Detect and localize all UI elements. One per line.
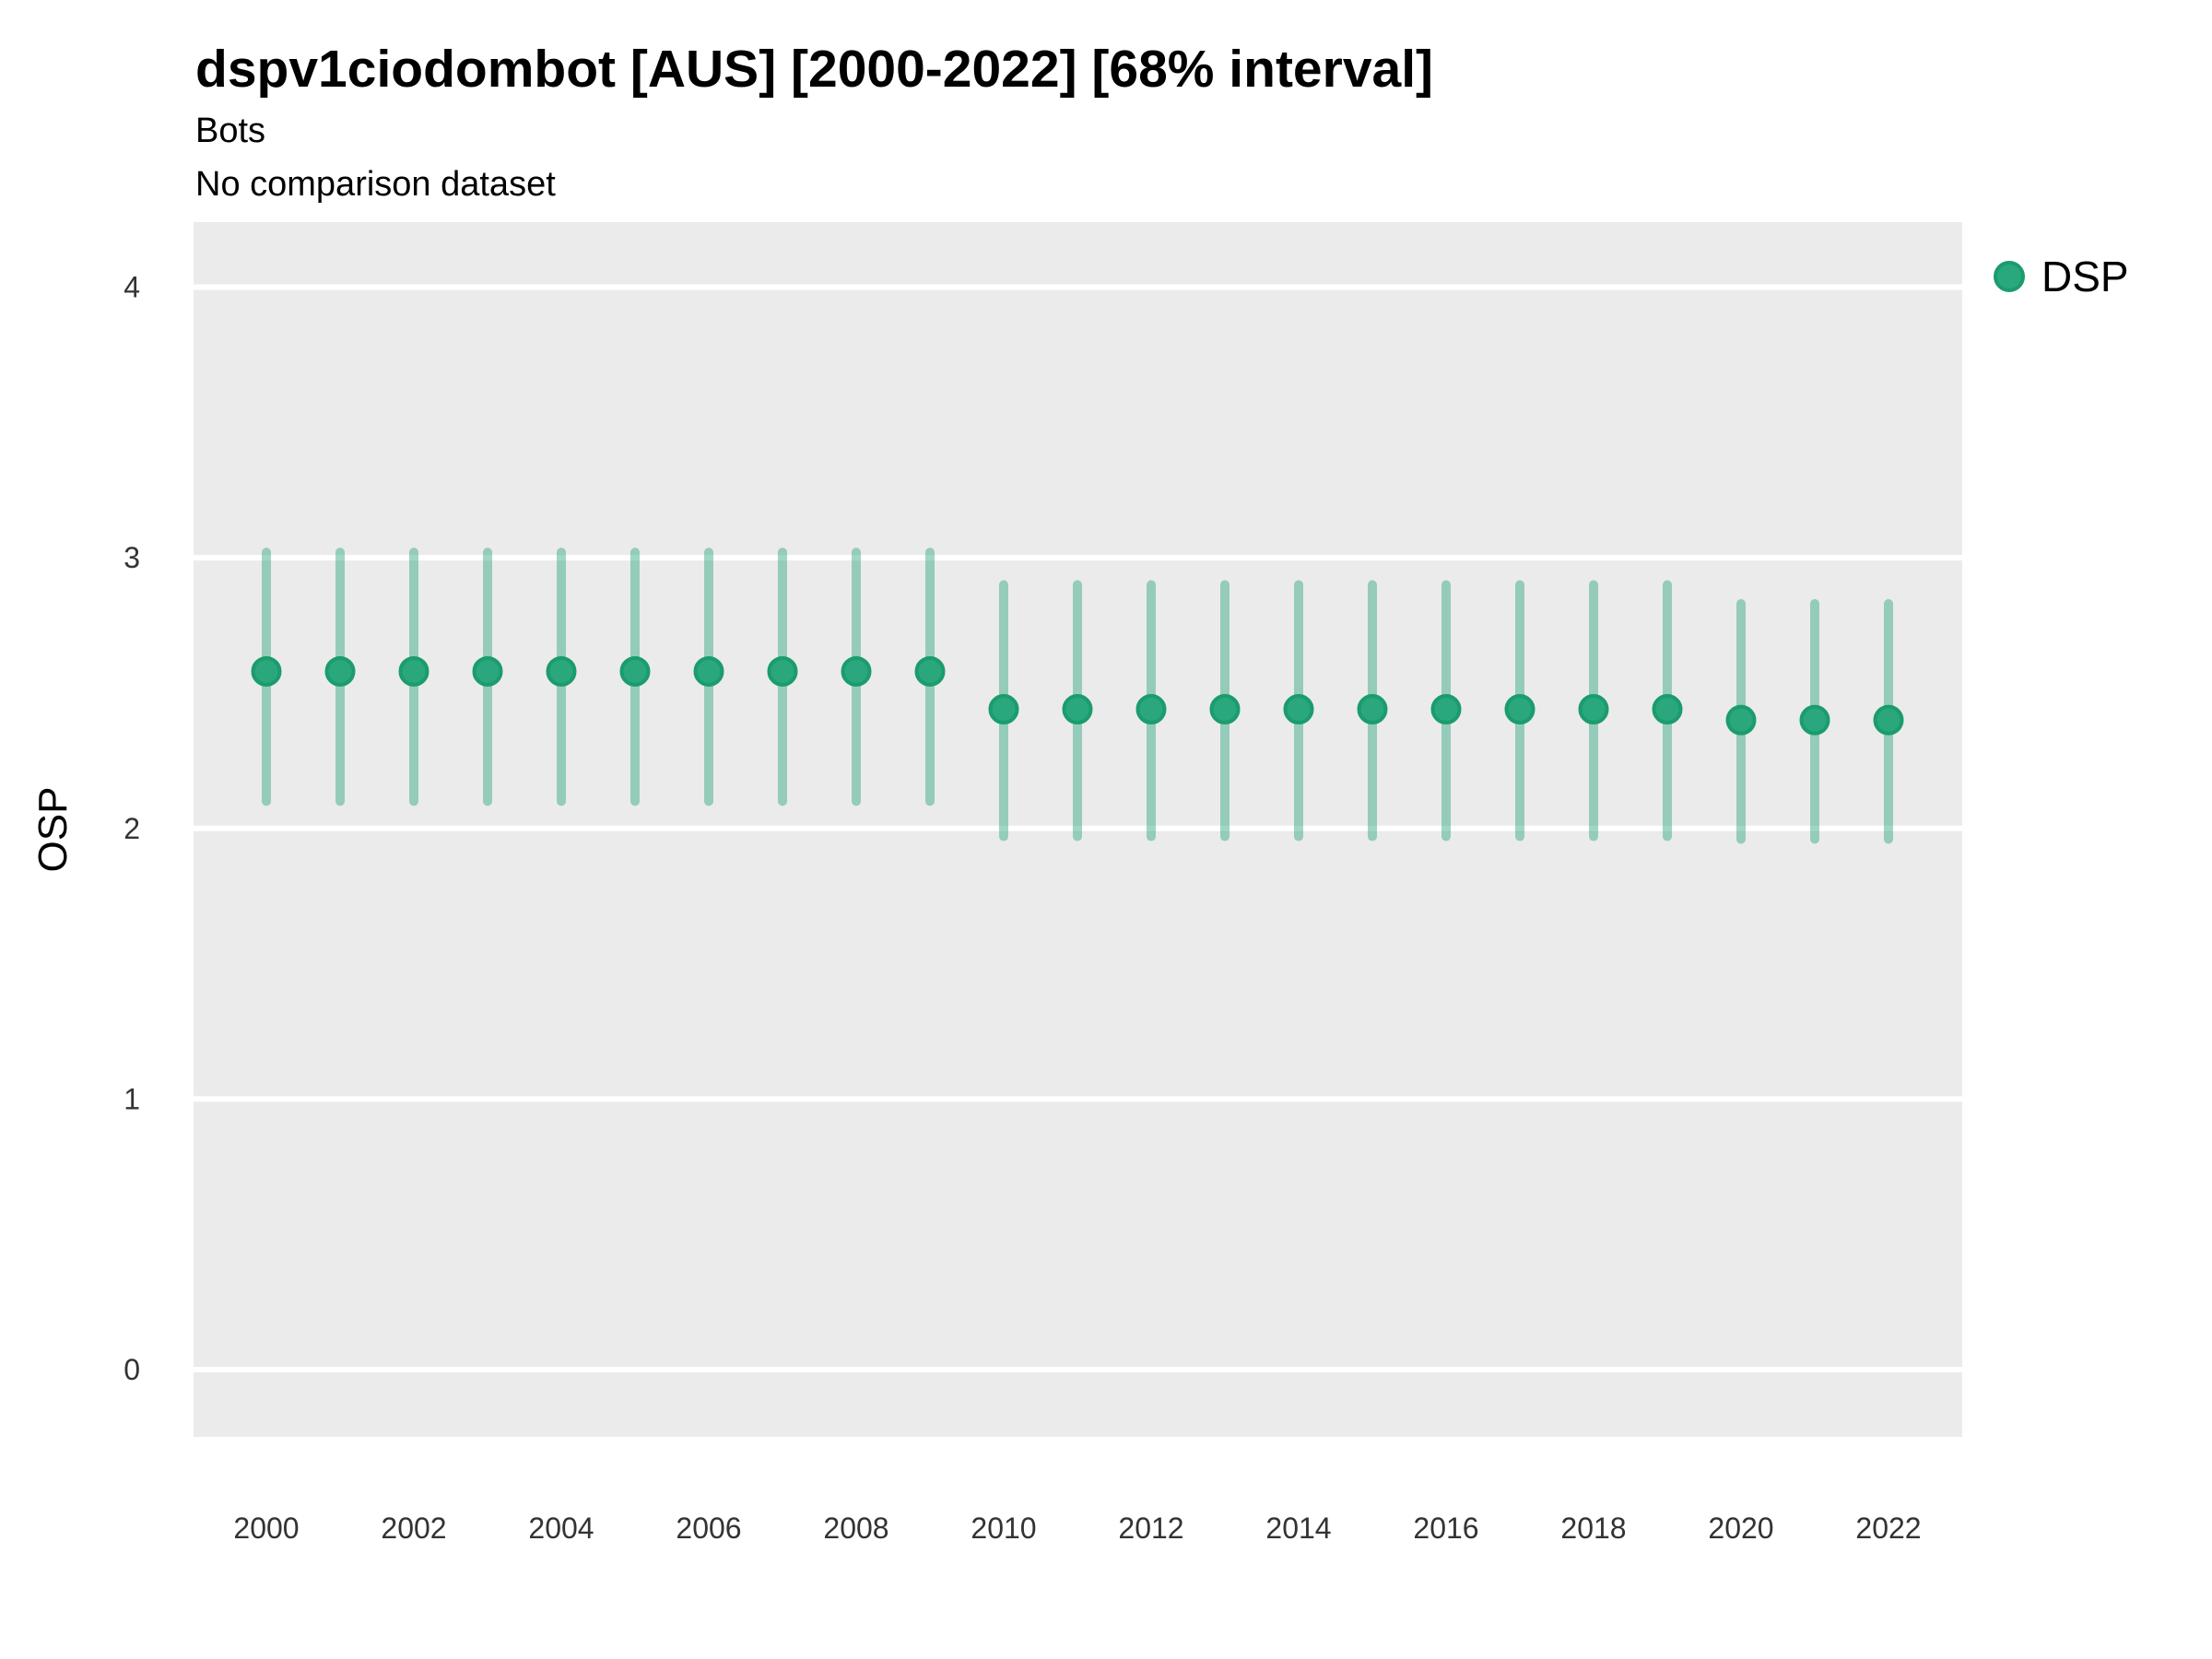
point-marker-2010 (988, 694, 1019, 725)
point-marker-2001 (324, 655, 356, 687)
pointrange-marks (251, 547, 1904, 844)
point-marker-2011 (1062, 694, 1093, 725)
x-tick-label-2022: 2022 (1855, 1512, 1921, 1545)
x-tick-label-2014: 2014 (1265, 1512, 1331, 1545)
point-marker-2000 (251, 655, 282, 687)
point-marker-2009 (914, 655, 946, 687)
y-axis-title: OSP (30, 786, 76, 873)
point-marker-2002 (398, 655, 429, 687)
y-tick-label-0: 0 (124, 1353, 140, 1386)
point-marker-2014 (1283, 694, 1314, 725)
point-marker-2012 (1135, 694, 1167, 725)
comparison-note: No comparison dataset (195, 165, 556, 204)
x-tick-label-2006: 2006 (676, 1512, 741, 1545)
point-marker-2006 (693, 655, 724, 687)
point-marker-2004 (546, 655, 577, 687)
legend-point-icon (1994, 261, 2025, 292)
chart-title: dspv1ciodombot [AUS] [2000-2022] [68% in… (195, 40, 1434, 99)
point-marker-2022 (1873, 704, 1904, 735)
y-tick-label-1: 1 (124, 1082, 140, 1115)
x-tick-label-2020: 2020 (1708, 1512, 1773, 1545)
y-tick-label-2: 2 (124, 812, 140, 845)
point-marker-2018 (1578, 694, 1609, 725)
point-marker-2016 (1430, 694, 1462, 725)
x-tick-label-2018: 2018 (1560, 1512, 1626, 1545)
x-tick-label-2002: 2002 (381, 1512, 446, 1545)
x-tick-label-2004: 2004 (528, 1512, 594, 1545)
x-tick-label-2016: 2016 (1413, 1512, 1478, 1545)
point-marker-2013 (1209, 694, 1241, 725)
gridlines (194, 284, 1962, 1372)
point-marker-2007 (767, 655, 798, 687)
legend-label: DSP (2041, 253, 2129, 300)
point-marker-2003 (472, 655, 503, 687)
y-axis-tick-labels: 0 1 2 3 4 (124, 271, 140, 1387)
point-marker-2008 (841, 655, 872, 687)
y-tick-label-4: 4 (124, 271, 140, 304)
point-marker-2017 (1504, 694, 1535, 725)
chart-subtitle: Bots (195, 112, 266, 150)
x-tick-label-2008: 2008 (823, 1512, 888, 1545)
x-tick-label-2000: 2000 (233, 1512, 299, 1545)
y-tick-label-3: 3 (124, 541, 140, 574)
point-marker-2020 (1725, 704, 1757, 735)
point-marker-2019 (1652, 694, 1683, 725)
legend: DSP (1994, 251, 2129, 302)
x-axis-tick-labels: 2000 2002 2004 2006 2008 2010 2012 2014 2016 2018… (233, 1512, 1921, 1545)
point-marker-2005 (619, 655, 651, 687)
x-tick-label-2012: 2012 (1118, 1512, 1183, 1545)
point-marker-2021 (1799, 704, 1830, 735)
point-marker-2015 (1357, 694, 1388, 725)
x-tick-label-2010: 2010 (971, 1512, 1036, 1545)
